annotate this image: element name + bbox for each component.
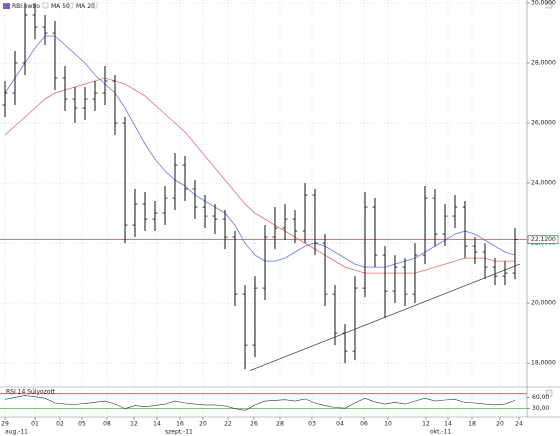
trendline <box>249 263 521 371</box>
y-tick-label: 18,0000 <box>531 360 556 367</box>
rsi-line <box>4 395 516 411</box>
x-tick-label: 20 <box>199 421 207 428</box>
legend-checkbox[interactable] <box>67 2 74 9</box>
y-tick-label: 24,0000 <box>531 180 556 187</box>
x-tick-label: 03 <box>308 421 316 428</box>
x-tick-label: 20 <box>496 421 504 428</box>
window-button[interactable] <box>545 389 553 397</box>
x-tick-label: 16 <box>176 421 184 428</box>
legend-entry: MA 20 <box>76 3 95 10</box>
legend-checkbox[interactable] <box>91 2 98 9</box>
x-tick-label: 14 <box>444 421 452 428</box>
x-tick-label: 28 <box>276 421 284 428</box>
x-tick-label: 29 <box>1 421 9 428</box>
rsi-tick-label: 60,00 <box>532 394 549 401</box>
last-price-box <box>527 235 559 244</box>
y-tick-label: 30,0000 <box>531 0 556 7</box>
window-button[interactable] <box>545 1 553 9</box>
x-month-label: okt.-11 <box>430 429 451 436</box>
x-tick-label: 08 <box>103 421 111 428</box>
x-tick-label: 05 <box>78 421 86 428</box>
rsi-tick-label: 30,00 <box>532 405 549 412</box>
x-tick-label: 02 <box>56 421 64 428</box>
x-tick-label: 14 <box>153 421 161 428</box>
x-tick-label: 06 <box>360 421 368 428</box>
x-tick-label: 12 <box>130 421 138 428</box>
x-month-label: szept.-11 <box>165 429 193 436</box>
x-tick-label: 10 <box>384 421 392 428</box>
x-tick-label: 18 <box>468 421 476 428</box>
last-price-label: 22,1200 <box>531 236 556 243</box>
y-tick-label: 28,0000 <box>531 60 556 67</box>
x-tick-label: 26 <box>250 421 258 428</box>
legend-entry: MA 50 <box>51 3 70 10</box>
x-tick-label: 01 <box>31 421 39 428</box>
legend-icon <box>3 3 10 9</box>
x-tick-label: 24 <box>515 421 523 428</box>
x-tick-label: 12 <box>422 421 430 428</box>
moving-average-line <box>4 35 516 268</box>
y-tick-label: 20,0000 <box>531 300 556 307</box>
rsi-title: RSI 14 Súlyozott <box>6 389 56 396</box>
x-tick-label: 04 <box>336 421 344 428</box>
y-tick-label: 26,0000 <box>531 120 556 127</box>
legend-entry: RBI.xwbo <box>12 3 40 10</box>
x-tick-label: 22 <box>224 421 232 428</box>
moving-average-line <box>4 77 515 274</box>
x-month-label: aug.-11 <box>5 429 28 436</box>
